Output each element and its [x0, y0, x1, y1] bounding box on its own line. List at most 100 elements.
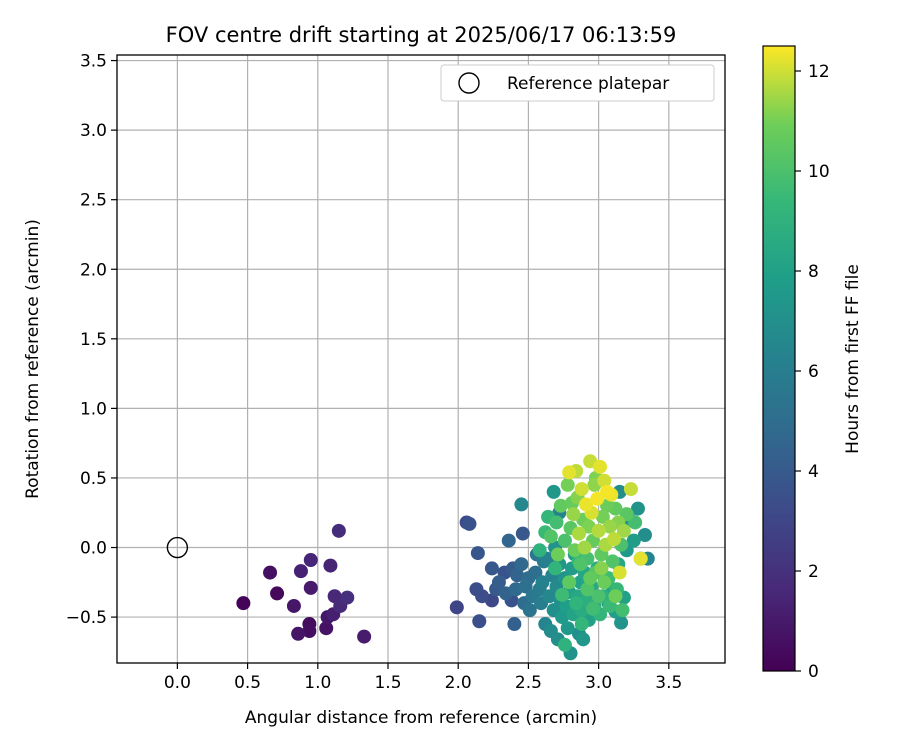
y-axis-label: Rotation from reference (arcmin) — [23, 219, 43, 499]
data-point — [597, 575, 612, 590]
data-point — [595, 509, 610, 524]
data-point — [607, 532, 622, 547]
data-point — [573, 557, 588, 572]
data-point — [484, 561, 499, 576]
x-tick-label: 0.0 — [164, 673, 191, 693]
y-tick-label: 1.0 — [80, 399, 107, 419]
data-point — [594, 561, 609, 576]
data-point — [550, 547, 565, 562]
data-point — [562, 465, 577, 480]
y-tick-label: 3.0 — [80, 121, 107, 141]
data-point — [469, 582, 484, 597]
data-point — [293, 564, 308, 579]
data-point — [510, 568, 525, 583]
data-point — [602, 519, 617, 534]
data-point — [501, 533, 516, 548]
data-point — [626, 533, 641, 548]
data-point — [522, 603, 537, 618]
data-point — [623, 482, 638, 497]
data-point — [560, 477, 575, 492]
data-point — [303, 553, 318, 568]
x-axis-ticks: 0.0 0.5 1.0 1.5 2.0 2.5 3.0 3.5 — [164, 663, 682, 693]
y-tick-label: −0.5 — [66, 608, 107, 628]
data-point — [319, 621, 334, 636]
reference-marker — [166, 536, 189, 559]
y-axis-ticks: −0.5 0.0 0.5 1.0 1.5 2.0 2.5 3.0 3.5 — [66, 52, 117, 628]
y-tick-label: 0.0 — [80, 539, 107, 559]
colorbar-tick-label: 12 — [808, 62, 830, 82]
y-tick-label: 2.5 — [80, 191, 107, 211]
data-point — [593, 459, 608, 474]
data-point — [532, 543, 547, 558]
data-point — [470, 546, 485, 561]
data-point — [577, 540, 592, 555]
data-point — [578, 497, 593, 512]
data-point — [637, 528, 652, 542]
data-point — [555, 587, 570, 602]
data-point — [236, 596, 251, 611]
data-point — [608, 589, 623, 604]
data-point — [331, 523, 346, 538]
x-tick-label: 0.5 — [234, 673, 261, 693]
y-tick-label: 0.5 — [80, 469, 107, 489]
reference-point — [166, 536, 189, 559]
data-point — [357, 629, 372, 644]
data-point — [586, 601, 601, 616]
x-tick-label: 2.5 — [515, 673, 542, 693]
data-point — [546, 484, 561, 499]
colorbar-tick-label: 6 — [808, 362, 819, 382]
legend-label: Reference platepar — [507, 74, 669, 94]
data-point — [605, 554, 620, 569]
data-point — [612, 565, 627, 580]
colorbar-tick-label: 10 — [808, 162, 830, 182]
data-point — [569, 596, 584, 611]
y-tick-label: 3.5 — [80, 52, 107, 72]
chart-title: FOV centre drift starting at 2025/06/17 … — [166, 23, 677, 47]
data-point — [549, 515, 564, 530]
data-point — [514, 497, 529, 512]
colorbar-tick-label: 4 — [808, 462, 819, 482]
data-point — [323, 558, 338, 573]
data-point — [491, 575, 506, 590]
data-point — [557, 533, 572, 548]
plot-area — [117, 55, 725, 663]
data-point — [571, 526, 586, 541]
data-point — [518, 579, 533, 594]
y-tick-label: 1.5 — [80, 330, 107, 350]
data-point — [590, 491, 605, 506]
colorbar-label: Hours from first FF file — [843, 264, 863, 454]
data-point — [576, 632, 591, 647]
data-point — [614, 615, 629, 630]
x-axis-label: Angular distance from reference (arcmin) — [245, 708, 597, 728]
data-point — [270, 586, 285, 601]
colorbar-tick-label: 8 — [808, 262, 819, 282]
data-point — [449, 600, 464, 615]
data-point — [472, 614, 487, 629]
data-point — [303, 580, 318, 595]
data-point — [630, 501, 645, 516]
data-point — [583, 571, 598, 586]
data-point — [616, 523, 631, 538]
colorbar-tick-label: 2 — [808, 562, 819, 582]
data-point — [507, 617, 522, 632]
x-tick-label: 3.0 — [585, 673, 612, 693]
data-point — [553, 498, 568, 513]
colorbar: 0 2 4 6 8 10 12 Hours from first FF file — [762, 45, 863, 682]
data-point — [462, 516, 477, 531]
colorbar-tick-label: 0 — [808, 662, 819, 682]
data-point — [591, 523, 606, 538]
legend-marker — [458, 72, 480, 94]
data-point — [291, 626, 306, 641]
data-points — [236, 454, 655, 661]
data-point — [535, 575, 550, 590]
data-point — [600, 484, 615, 499]
data-point — [542, 589, 557, 604]
legend-box — [440, 64, 715, 102]
colorbar-gradient — [762, 45, 796, 672]
colorbar-ticks: 0 2 4 6 8 10 12 — [795, 62, 830, 682]
x-tick-label: 2.0 — [445, 673, 472, 693]
x-tick-label: 1.5 — [374, 673, 401, 693]
data-point — [263, 565, 278, 580]
data-point — [574, 617, 589, 632]
